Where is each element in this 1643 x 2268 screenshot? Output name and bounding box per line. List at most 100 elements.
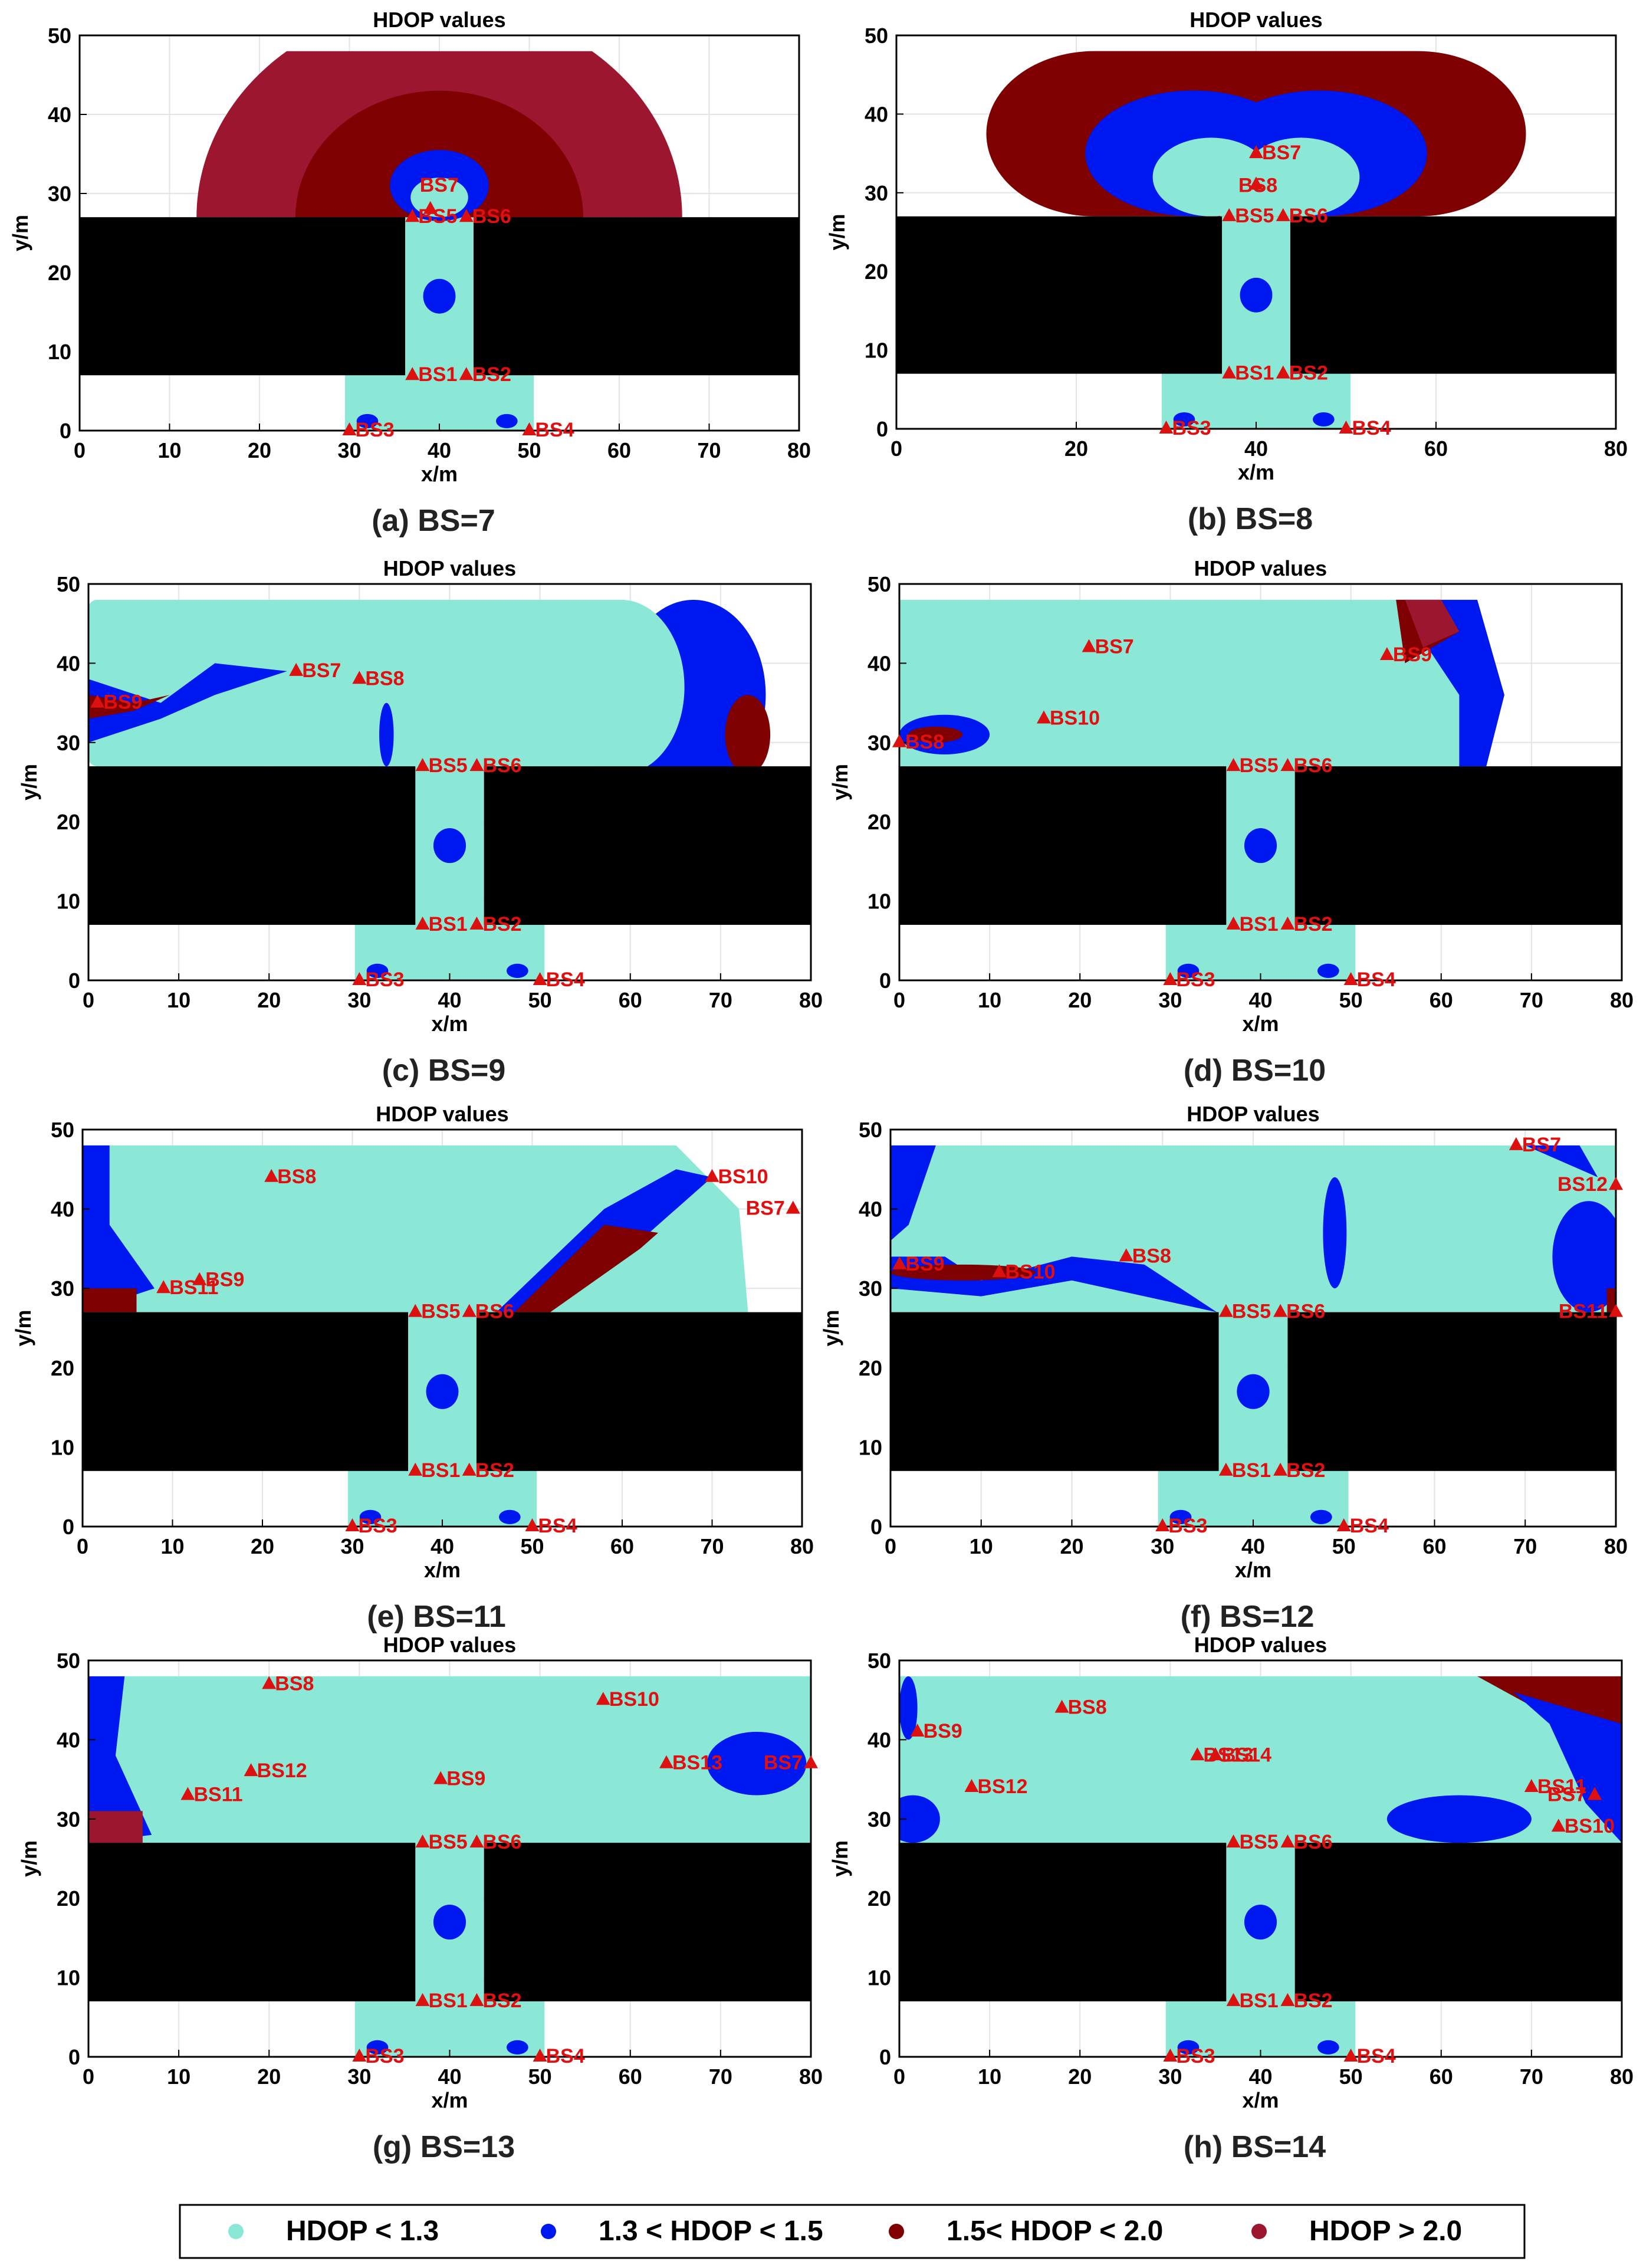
x-axis-label: x/m [424, 1558, 461, 1582]
y-tick-label: 10 [57, 1966, 80, 1990]
x-tick-label: 50 [517, 438, 541, 462]
coverage-region [899, 1795, 940, 1843]
base-station-label: BS2 [472, 363, 511, 386]
x-tick-label: 80 [1610, 988, 1634, 1012]
x-tick-label: 10 [978, 2064, 1001, 2089]
y-axis-label: y/m [17, 764, 41, 800]
x-tick-label: 40 [438, 988, 461, 1012]
base-station-label: BS1 [418, 363, 457, 386]
base-station-label: BS8 [277, 1166, 316, 1188]
base-station-label: BS1 [1235, 362, 1274, 385]
coverage-region [1177, 963, 1200, 978]
base-station-marker [1524, 1779, 1539, 1793]
base-station-label: BS1 [429, 913, 468, 936]
x-tick-label: 60 [1430, 2064, 1453, 2089]
coverage-region [1177, 2040, 1200, 2054]
y-tick-label: 10 [867, 890, 891, 914]
y-tick-label: 20 [48, 261, 71, 285]
base-station-marker [804, 1755, 818, 1768]
coverage-region [899, 1676, 918, 1740]
base-station-label: BS11 [1559, 1301, 1608, 1323]
base-station-label: BS12 [257, 1760, 307, 1782]
base-station-label: BS9 [924, 1720, 962, 1742]
legend-swatch [1251, 2224, 1267, 2239]
base-station-marker [1155, 1518, 1170, 1531]
base-station-label: BS2 [475, 1459, 514, 1482]
base-station-marker [415, 758, 430, 772]
y-tick-label: 0 [879, 2045, 891, 2069]
x-tick-label: 70 [709, 988, 732, 1012]
base-station-marker [1280, 758, 1295, 772]
panel-caption: (c) BS=9 [382, 1053, 506, 1088]
chart-title: HDOP values [1189, 8, 1322, 32]
base-station-marker [415, 916, 430, 930]
y-tick-label: 10 [51, 1435, 74, 1459]
base-station-label: BS4 [535, 419, 574, 441]
base-station-label: BS2 [482, 1990, 521, 2012]
base-station-label: BS3 [1168, 1515, 1207, 1537]
base-station-label: BS8 [1132, 1245, 1171, 1267]
base-station-label: BS5 [429, 1831, 468, 1853]
coverage-region [1606, 1288, 1616, 1312]
y-tick-label: 50 [48, 24, 71, 48]
base-station-marker [1343, 972, 1358, 985]
base-station-marker [469, 1993, 484, 2006]
x-tick-label: 60 [607, 438, 631, 462]
coverage-region [1237, 1374, 1270, 1409]
base-station-marker [244, 1763, 258, 1777]
x-tick-label: 20 [251, 1534, 274, 1558]
coverage-region [88, 663, 287, 743]
base-station-marker [345, 1518, 360, 1531]
base-station-marker [1609, 1177, 1623, 1190]
x-tick-label: 70 [1520, 2064, 1543, 2089]
coverage-region [423, 278, 456, 314]
x-tick-label: 0 [83, 2064, 94, 2089]
chart-title: HDOP values [1194, 556, 1327, 580]
base-station-label: BS5 [1240, 1831, 1279, 1853]
building-wall [896, 216, 1223, 374]
coverage-region [366, 963, 389, 978]
base-station-label: BS6 [1286, 1301, 1325, 1323]
coverage-region [1317, 963, 1339, 978]
y-tick-label: 20 [865, 260, 888, 284]
x-tick-label: 50 [1339, 988, 1363, 1012]
x-axis-label: x/m [421, 462, 458, 486]
base-station-marker [469, 1834, 484, 1848]
y-axis-label: y/m [8, 215, 32, 251]
base-station-marker [1159, 421, 1174, 434]
x-tick-label: 10 [167, 2064, 190, 2089]
base-station-label: BS10 [1050, 707, 1100, 729]
x-tick-label: 80 [1610, 2064, 1634, 2089]
base-station-marker [352, 972, 367, 985]
legend-swatch [541, 2224, 556, 2239]
base-station-label: BS6 [475, 1301, 514, 1323]
x-tick-label: 80 [790, 1534, 814, 1558]
coverage-region [1405, 599, 1460, 648]
base-station-marker [1588, 1787, 1602, 1800]
base-station-marker [1280, 1834, 1295, 1848]
coverage-region [426, 1374, 459, 1409]
base-station-label: BS5 [421, 1301, 460, 1323]
x-tick-label: 30 [347, 988, 371, 1012]
y-tick-label: 50 [859, 1118, 882, 1142]
y-tick-label: 40 [57, 1728, 80, 1752]
base-station-marker [469, 758, 484, 772]
x-tick-label: 0 [885, 1534, 896, 1558]
coverage-region [410, 178, 468, 218]
base-station-label: BS2 [1286, 1459, 1325, 1482]
y-tick-label: 30 [57, 731, 80, 755]
coverage-region [890, 1256, 1217, 1312]
coverage-region [1525, 1145, 1598, 1177]
x-tick-label: 80 [1604, 1534, 1628, 1558]
base-station-marker [892, 734, 906, 747]
x-tick-label: 80 [799, 2064, 823, 2089]
base-station-label: BS6 [482, 1831, 521, 1853]
hdop-regions [890, 1130, 1616, 1527]
base-station-label: BS7 [1547, 1783, 1586, 1806]
y-tick-label: 40 [51, 1197, 74, 1222]
base-station-label: BS5 [1235, 205, 1274, 227]
x-tick-label: 30 [1151, 1534, 1174, 1558]
base-station-marker [1379, 646, 1394, 660]
y-tick-label: 50 [867, 1649, 891, 1673]
legend-label: 1.5< HDOP < 2.0 [947, 2216, 1163, 2247]
